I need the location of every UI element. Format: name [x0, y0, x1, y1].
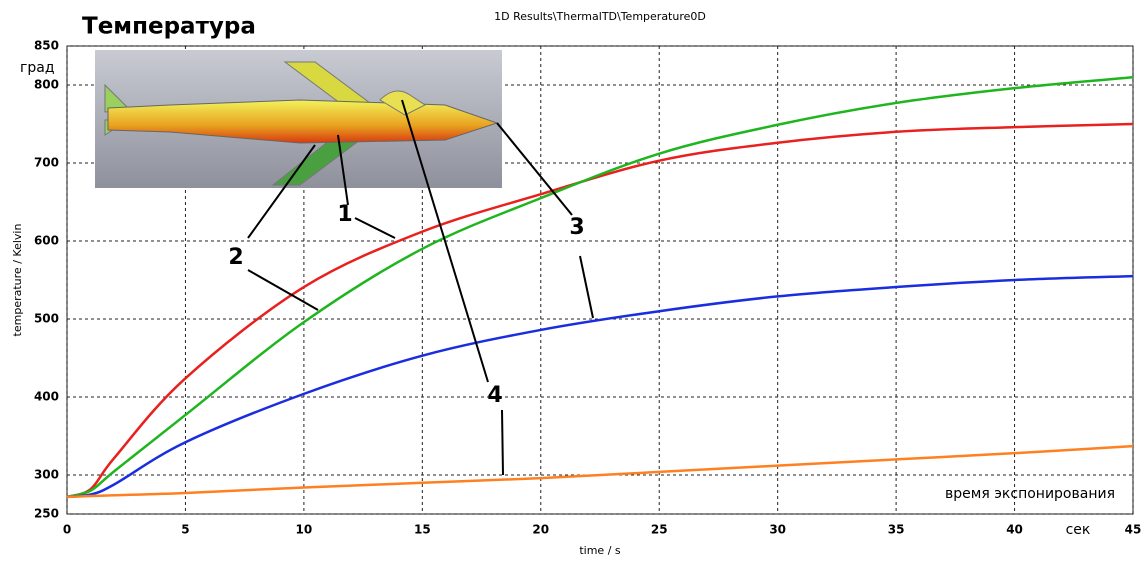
y-tick-label: 300 [34, 468, 59, 482]
annotation: 2 [228, 245, 243, 270]
x-caption: время экспонирования [945, 486, 1115, 502]
x-tick-label: 5 [181, 523, 189, 537]
series-line [66, 274, 1134, 499]
y-tick-label: 400 [34, 390, 59, 404]
y-tick-label: 850 [34, 39, 59, 53]
y-tick-label: 800 [34, 78, 59, 92]
annotation: 1 [337, 202, 352, 227]
x-tick-label: 0 [63, 523, 71, 537]
chart-title: Температура [82, 14, 256, 40]
y-unit-label: град [20, 60, 55, 76]
y-tick-label: 250 [34, 507, 59, 521]
x-tick-label: 30 [769, 523, 786, 537]
y-tick-label: 700 [34, 156, 59, 170]
leader-lines [247, 99, 594, 476]
x-tick-label: 25 [651, 523, 668, 537]
lines [66, 75, 1134, 499]
series-line [66, 122, 1134, 499]
x-tick-label: 10 [296, 523, 313, 537]
x-unit-label: сек [1066, 522, 1091, 538]
x-tick-label: 20 [532, 523, 549, 537]
x-tick-label: 40 [1006, 523, 1023, 537]
chart-subtitle: 1D Results\ThermalTD\Temperature0D [494, 10, 706, 23]
series-line [66, 75, 1134, 499]
y-tick-label: 500 [34, 312, 59, 326]
annotation: 3 [569, 215, 584, 240]
x-tick-label: 15 [414, 523, 431, 537]
annotation: 4 [487, 383, 502, 408]
x-axis-label: time / s [579, 544, 621, 557]
y-axis-label: temperature / Kelvin [11, 224, 24, 337]
x-tick-label: 45 [1125, 523, 1142, 537]
y-tick-label: 600 [34, 234, 59, 248]
series-line [66, 444, 1134, 499]
airplane-inset [95, 50, 502, 188]
x-tick-label: 35 [888, 523, 905, 537]
